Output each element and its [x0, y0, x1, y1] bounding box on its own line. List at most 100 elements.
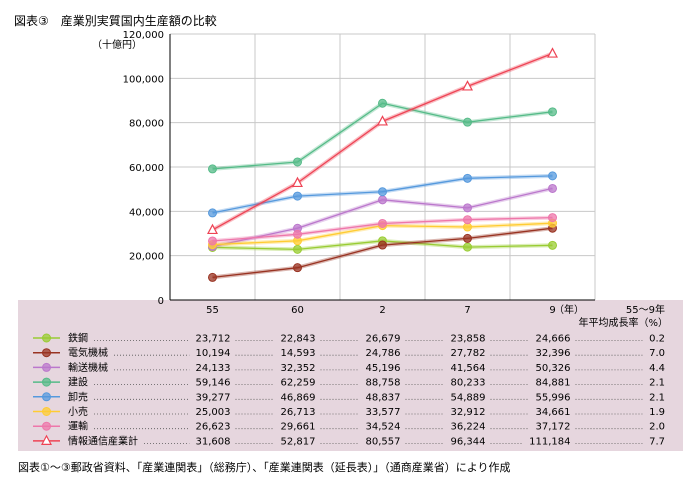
growth-rate: 2.0 — [649, 422, 665, 433]
table-value: 80,557 — [366, 436, 401, 447]
data-point — [548, 107, 557, 117]
table-value: 96,344 — [451, 436, 486, 447]
table-value: 36,224 — [451, 422, 486, 433]
data-point — [463, 203, 472, 213]
y-tick-label: 120,000 — [123, 30, 164, 41]
source-note: 図表①～③郵政省資料、「産業連関表」（総務庁）、「産業連関表（延長表）」（通商産… — [18, 461, 511, 474]
series-1 — [208, 223, 557, 282]
table-value: 24,666 — [536, 334, 571, 345]
table-row-5: 小売 25,003 26,713 33,577 32,912 34,661 1.9 — [33, 405, 665, 418]
data-point — [208, 236, 217, 246]
x-tick-label: 55 — [206, 305, 219, 316]
data-point — [377, 115, 388, 126]
table-value: 14,593 — [281, 348, 316, 359]
table-value: 10,194 — [196, 348, 231, 359]
x-tick-label: 2 — [379, 305, 385, 316]
figure-title: 図表③ 産業別実質国内生産額の比較 — [14, 14, 217, 28]
table-row-6: 運輸 26,623 29,661 34,524 36,224 37,172 2.0 — [33, 420, 665, 433]
x-tick-label: 60 — [291, 305, 304, 316]
table-value: 33,577 — [366, 407, 401, 418]
table-value: 88,758 — [366, 378, 401, 389]
y-tick-label: 40,000 — [129, 207, 164, 218]
table-value: 34,524 — [366, 422, 401, 433]
table-row-2: 輸送機械 24,133 32,352 45,196 41,564 50,326 4.4 — [33, 361, 665, 374]
series-name: 輸送機械 — [68, 361, 108, 374]
data-point — [293, 157, 302, 167]
table-value: 25,003 — [196, 407, 231, 418]
data-point — [548, 183, 557, 193]
table-value: 24,786 — [366, 348, 401, 359]
table-value: 48,837 — [366, 392, 401, 403]
data-point — [547, 47, 558, 58]
data-point — [208, 208, 217, 218]
table-value: 23,858 — [451, 334, 486, 345]
data-point — [463, 242, 472, 252]
table-value: 46,869 — [281, 392, 316, 403]
table-value: 84,881 — [536, 378, 571, 389]
legend-marker — [42, 362, 51, 372]
y-tick-labels: 0 20,000 40,000 60,000 80,000 100,000 120,000 — [123, 30, 164, 307]
table-value: 32,352 — [281, 363, 316, 374]
data-point — [462, 80, 473, 91]
data-point — [378, 218, 387, 228]
legend-marker — [42, 421, 51, 431]
data-point — [463, 233, 472, 243]
data-point — [293, 191, 302, 201]
table-value: 39,277 — [196, 392, 231, 403]
series-name: 建設 — [68, 376, 88, 389]
table-value: 45,196 — [366, 363, 401, 374]
data-point — [378, 98, 387, 108]
table-row-7: 情報通信産業計 31,608 52,817 80,557 96,344 111,184 7.… — [33, 434, 665, 447]
data-point — [463, 222, 472, 232]
data-point — [207, 223, 218, 235]
growth-rate: 4.4 — [649, 363, 665, 374]
series-lines — [207, 47, 558, 282]
table-value: 59,146 — [196, 378, 231, 389]
y-tick-label: 60,000 — [129, 163, 164, 174]
table-value: 27,782 — [451, 348, 486, 359]
legend-marker — [42, 348, 51, 358]
table-value: 23,712 — [196, 334, 231, 345]
series-name: 小売 — [68, 405, 88, 418]
series-6 — [208, 213, 557, 246]
y-axis-label: （十億円） — [92, 38, 142, 51]
data-point — [293, 263, 302, 273]
series-name: 電気機械 — [68, 346, 108, 359]
data-point — [293, 244, 302, 254]
table-value: 54,889 — [451, 392, 486, 403]
series-4 — [208, 171, 557, 218]
table-value: 26,623 — [196, 422, 231, 433]
x-tick-label: 7 — [464, 305, 470, 316]
series-3 — [208, 98, 557, 174]
table-value: 26,713 — [281, 407, 316, 418]
series-name: 情報通信産業計 — [68, 434, 138, 447]
table-value: 22,843 — [281, 334, 316, 345]
x-tick-label: 9 — [549, 305, 555, 316]
data-point — [463, 117, 472, 127]
data-point — [548, 171, 557, 181]
legend-marker — [42, 377, 51, 387]
legend-marker — [42, 407, 51, 416]
series-7 — [207, 47, 558, 235]
series-name: 運輸 — [68, 420, 88, 433]
growth-header-line2: 年平均成長率（%） — [578, 316, 668, 329]
y-tick-label: 20,000 — [129, 252, 164, 263]
legend-marker — [42, 392, 51, 402]
table-value: 55,996 — [536, 392, 571, 403]
series-name: 鉄鋼 — [68, 332, 88, 345]
table-row-0: 鉄鋼 23,712 22,843 26,679 23,858 24,666 0.2 — [33, 332, 665, 345]
data-point — [292, 176, 303, 188]
data-point — [293, 229, 302, 239]
growth-rate: 1.9 — [649, 407, 665, 418]
x-tick-labels: 55 60 2 7 9 — [206, 305, 556, 316]
y-tick-label: 100,000 — [123, 74, 164, 85]
x-axis-label: （年） — [554, 303, 584, 316]
growth-rate: 2.1 — [649, 392, 665, 403]
table-value: 111,184 — [529, 436, 570, 447]
data-point — [548, 213, 557, 223]
legend-marker — [41, 434, 52, 445]
table-value: 62,259 — [281, 378, 316, 389]
table-value: 29,661 — [281, 422, 316, 433]
table-row-1: 電気機械 10,194 14,593 24,786 27,782 32,396 7.0 — [33, 346, 665, 359]
